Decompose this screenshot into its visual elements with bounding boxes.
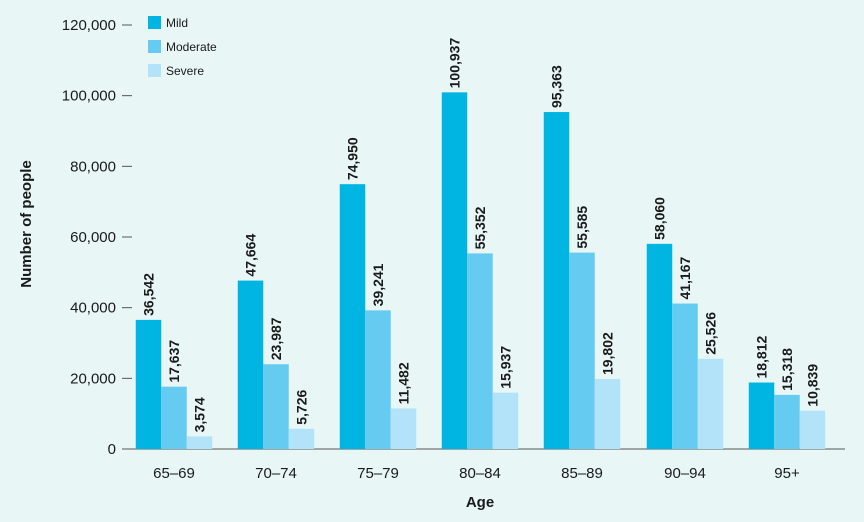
- y-tick-label: 0: [108, 441, 116, 458]
- x-tick-label: 75–79: [357, 465, 399, 482]
- bar: [441, 92, 468, 450]
- y-tick-label: 80,000: [70, 158, 116, 175]
- data-label: 5,726: [294, 390, 310, 425]
- x-tick-label: 65–69: [153, 465, 195, 482]
- x-tick-label: 85–89: [561, 465, 603, 482]
- bar: [263, 364, 289, 449]
- x-tick-label: 95+: [774, 465, 800, 482]
- data-label: 36,542: [141, 273, 157, 316]
- data-label: 23,987: [268, 317, 284, 360]
- y-axis: 0 20,000 40,000 60,000 80,000 100,000 120,000: [62, 17, 132, 458]
- data-label: 47,664: [243, 234, 259, 277]
- bar: [799, 410, 826, 449]
- data-label: 55,585: [574, 206, 590, 249]
- data-label: 19,802: [600, 332, 616, 375]
- bar: [646, 243, 673, 449]
- data-label: 10,839: [805, 364, 821, 407]
- x-tick-label: 70–74: [255, 465, 297, 482]
- data-label: 41,167: [677, 257, 693, 300]
- legend-label: Mild: [166, 16, 188, 30]
- legend: Mild Moderate Severe: [148, 16, 217, 78]
- data-label: 3,574: [192, 397, 208, 432]
- x-axis-title: Age: [466, 494, 494, 511]
- bar: [697, 358, 724, 449]
- y-tick-label: 40,000: [70, 300, 116, 317]
- bar: [237, 280, 264, 449]
- bar: [594, 379, 621, 449]
- legend-swatch: [148, 16, 161, 29]
- data-label: 100,937: [447, 38, 463, 89]
- data-label: 15,937: [498, 346, 514, 389]
- data-label: 17,637: [166, 340, 182, 383]
- data-label: 39,241: [370, 263, 386, 306]
- data-label: 74,950: [345, 137, 361, 180]
- x-axis: 65–69 70–74 75–79 80–84 85–89 90–94 95+: [153, 465, 800, 482]
- bar: [543, 112, 570, 450]
- bar: [492, 392, 519, 449]
- legend-swatch: [148, 40, 161, 53]
- bar: [339, 184, 366, 449]
- bar: [390, 408, 417, 449]
- x-tick-label: 80–84: [459, 465, 501, 482]
- y-tick-label: 120,000: [62, 17, 116, 34]
- bar: [288, 428, 315, 449]
- y-axis-title: Number of people: [18, 160, 35, 288]
- bar: [467, 253, 493, 449]
- bars: 36,542 17,637 3,574 47,664 23,987 5,726 74,950…: [122, 38, 845, 450]
- y-tick-label: 60,000: [70, 229, 116, 246]
- bar: [186, 436, 213, 449]
- bar: [161, 386, 187, 449]
- data-label: 11,482: [396, 362, 412, 404]
- data-label: 25,526: [703, 312, 719, 355]
- data-label: 58,060: [652, 197, 668, 240]
- data-label: 55,352: [472, 206, 488, 249]
- y-tick-label: 100,000: [62, 88, 116, 105]
- bar: [569, 252, 595, 449]
- y-tick-label: 20,000: [70, 370, 116, 387]
- legend-label: Severe: [166, 64, 204, 78]
- bar: [748, 382, 775, 449]
- legend-label: Moderate: [166, 40, 217, 54]
- data-label: 95,363: [549, 65, 565, 108]
- bar: [774, 394, 800, 449]
- data-label: 18,812: [754, 335, 770, 378]
- bar: [672, 303, 698, 449]
- bar: [365, 310, 391, 449]
- legend-swatch: [148, 64, 161, 77]
- bar: [135, 319, 162, 449]
- data-label: 15,318: [779, 348, 795, 391]
- x-tick-label: 90–94: [664, 465, 706, 482]
